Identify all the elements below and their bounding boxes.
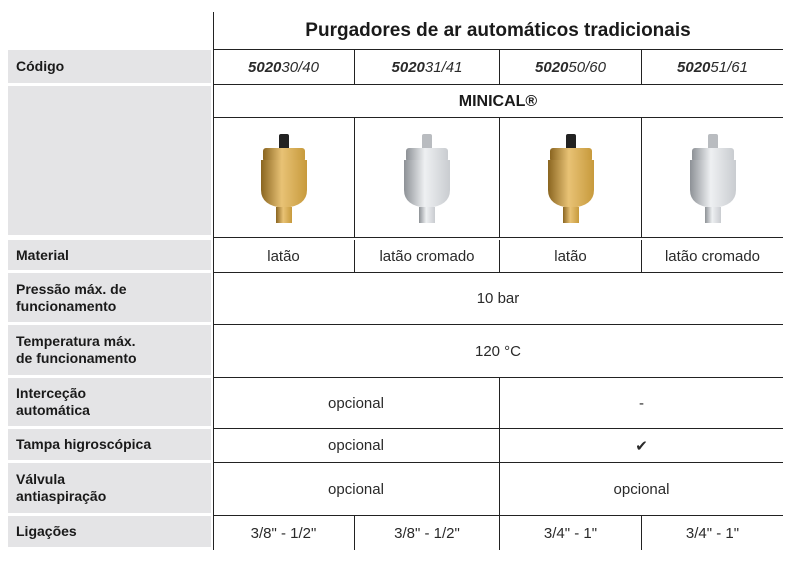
image-cell	[213, 118, 355, 238]
row-label: Ligações	[8, 516, 211, 547]
value-cell: latão cromado	[642, 240, 783, 273]
value-cell: latão	[500, 240, 642, 273]
value-cell: 3/4" - 1"	[685, 524, 740, 542]
value-cell: opcional	[213, 429, 500, 463]
value-cell: 3/4" - 1"	[500, 516, 642, 550]
code-cell: 5020 31/41	[355, 50, 500, 85]
value-cell: 120 °C	[213, 325, 783, 378]
row-label: Código	[8, 50, 211, 83]
family-name: MINICAL®	[213, 86, 783, 118]
code-prefix: 5020	[248, 58, 282, 76]
row-label: Interceção automática	[8, 378, 211, 426]
value-cell: -	[500, 378, 783, 429]
value-cell: 10 bar	[213, 273, 783, 325]
divider	[213, 12, 214, 550]
valve-image	[689, 133, 736, 223]
code-suffix: 30/40	[281, 58, 319, 76]
value-cell: 3/8" - 1/2"	[213, 516, 355, 550]
row-label: Válvula antiaspiração	[8, 463, 211, 513]
code-prefix: 5020	[535, 58, 569, 76]
code-cell: 5020 30/40	[213, 50, 355, 85]
valve-image	[547, 133, 594, 223]
row-label-empty	[8, 86, 211, 235]
code-suffix: 51/61	[710, 58, 748, 76]
image-cell	[500, 118, 642, 238]
code-cell: 5020 51/61	[642, 50, 783, 85]
image-cell	[355, 118, 500, 238]
value-cell: opcional	[500, 463, 783, 516]
value-cell: latão cromado	[355, 240, 500, 273]
code-suffix: 31/41	[424, 58, 463, 76]
row-label: Material	[8, 240, 211, 270]
code-suffix: 50/60	[568, 58, 606, 76]
value-cell: ✔	[500, 429, 783, 463]
code-cell: 5020 50/60	[500, 50, 642, 85]
valve-image	[404, 133, 450, 223]
row-label: Temperatura máx. de funcionamento	[8, 325, 211, 375]
code-prefix: 5020	[391, 58, 425, 76]
valve-image	[260, 133, 307, 223]
row-label: Tampa higroscópica	[8, 429, 211, 460]
value-cell: 3/8" - 1/2"	[355, 516, 500, 550]
code-prefix: 5020	[677, 58, 711, 76]
row-label: Pressão máx. de funcionamento	[8, 273, 211, 322]
value-cell: latão	[213, 240, 355, 273]
value-cell: opcional	[213, 378, 500, 429]
image-cell	[642, 118, 783, 238]
value-cell: opcional	[213, 463, 500, 516]
table-title: Purgadores de ar automáticos tradicionai…	[213, 12, 783, 50]
